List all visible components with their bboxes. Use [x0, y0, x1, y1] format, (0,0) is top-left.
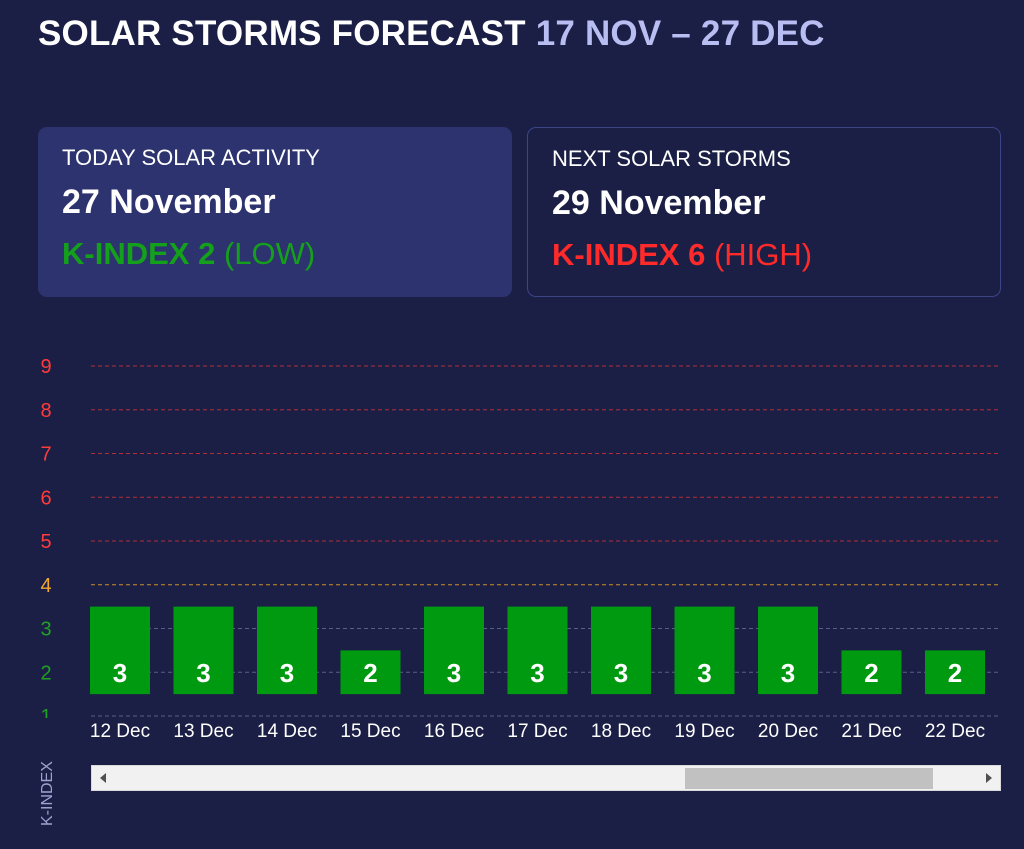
x-tick-2: 14 Dec	[257, 721, 317, 742]
today-activity-card: TODAY SOLAR ACTIVITY 27 November K-INDEX…	[38, 127, 512, 297]
title-text: SOLAR STORMS FORECAST	[38, 14, 526, 53]
x-tick-6: 18 Dec	[591, 721, 651, 742]
bar-6	[591, 606, 651, 695]
bar-1	[173, 606, 234, 695]
bar-label-1: 3	[196, 658, 210, 688]
next-kindex-level: (HIGH)	[713, 237, 813, 272]
x-axis-clip	[0, 718, 91, 748]
next-card-label: NEXT SOLAR STORMS	[552, 146, 791, 171]
next-kindex: K-INDEX 6 (HIGH)	[552, 237, 976, 273]
scrollbar-thumb[interactable]	[685, 768, 933, 789]
x-tick-0: 12 Dec	[90, 721, 150, 742]
bar-label-7: 3	[697, 658, 711, 688]
next-storms-card: NEXT SOLAR STORMS 29 November K-INDEX 6 …	[527, 127, 1001, 297]
today-card-date: 27 November	[62, 183, 276, 221]
bar-3	[340, 650, 401, 695]
y-tick-6: 6	[40, 487, 51, 509]
y-tick-5: 5	[40, 531, 51, 553]
y-tick-9: 9	[40, 356, 51, 378]
y-tick-3: 3	[40, 619, 51, 641]
bar-10	[925, 650, 985, 695]
arrow-left-icon[interactable]	[100, 773, 106, 783]
bar-8	[758, 606, 818, 695]
today-kindex-level: (LOW)	[223, 236, 316, 271]
y-tick-1: 1	[40, 706, 51, 728]
bar-label-6: 3	[614, 658, 628, 688]
kindex-bar-chart: 1 2 3 4 5 6 7 8 9 K-INDEX 3 12 Dec 3 13 Dec 3 14 Dec 2 15…	[0, 356, 1001, 826]
x-tick-3: 15 Dec	[340, 721, 400, 742]
today-card-label: TODAY SOLAR ACTIVITY	[62, 145, 320, 170]
x-tick-4: 16 Dec	[424, 721, 484, 742]
page-title: SOLAR STORMS FORECAST 17 NOV – 27 DEC	[38, 14, 825, 54]
y-tick-7: 7	[40, 444, 51, 466]
bar-label-5: 3	[530, 658, 544, 688]
bar-4	[424, 606, 484, 695]
bar-label-8: 3	[781, 658, 795, 688]
next-card-date: 29 November	[552, 184, 766, 222]
x-tick-7: 19 Dec	[674, 721, 734, 742]
y-axis-label: K-INDEX	[39, 761, 56, 826]
bar-7	[674, 606, 735, 695]
x-tick-1: 13 Dec	[173, 721, 233, 742]
bar-label-10: 2	[948, 658, 962, 688]
bar-label-2: 3	[280, 658, 294, 688]
bar-label-9: 2	[864, 658, 878, 688]
arrow-right-icon[interactable]	[986, 773, 992, 783]
bar-9	[841, 650, 902, 695]
bar-0	[90, 606, 150, 695]
bar-2	[257, 606, 317, 695]
today-kindex: K-INDEX 2 (LOW)	[62, 236, 488, 272]
x-tick-5: 17 Dec	[507, 721, 567, 742]
x-tick-8: 20 Dec	[758, 721, 818, 742]
y-tick-8: 8	[40, 400, 51, 422]
y-tick-4: 4	[40, 575, 51, 597]
chart-scrollbar[interactable]	[91, 765, 1001, 791]
bar-5	[507, 606, 568, 695]
y-tick-2: 2	[40, 662, 51, 684]
bar-label-3: 2	[363, 658, 377, 688]
today-kindex-value: K-INDEX 2	[62, 236, 216, 271]
x-tick-9: 21 Dec	[841, 721, 901, 742]
bar-label-0: 3	[113, 658, 127, 688]
date-range: 17 NOV – 27 DEC	[535, 14, 825, 53]
next-kindex-value: K-INDEX 6	[552, 237, 706, 272]
x-tick-10: 22 Dec	[925, 721, 985, 742]
bar-label-4: 3	[447, 658, 461, 688]
